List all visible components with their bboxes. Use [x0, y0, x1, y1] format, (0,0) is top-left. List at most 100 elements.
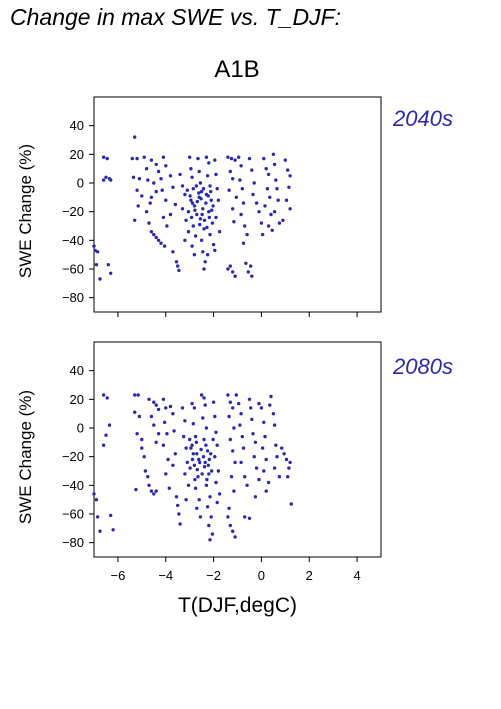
data-point	[286, 475, 290, 479]
data-point	[107, 423, 112, 427]
data-point	[201, 207, 205, 211]
data-point	[226, 515, 230, 519]
data-point	[192, 406, 197, 410]
data-point	[260, 232, 265, 237]
data-point	[198, 217, 203, 221]
data-point	[200, 472, 204, 476]
data-point	[137, 177, 142, 181]
data-point	[282, 452, 286, 456]
data-point	[111, 528, 115, 532]
data-point	[164, 406, 168, 410]
data-point	[154, 235, 158, 240]
data-point	[164, 198, 168, 202]
data-point	[271, 412, 276, 416]
data-point	[215, 187, 219, 191]
data-point	[188, 155, 192, 159]
data-point	[253, 440, 258, 444]
data-point	[190, 443, 194, 447]
data-point	[266, 172, 271, 177]
data-point	[164, 472, 168, 476]
data-point	[288, 460, 292, 465]
data-point	[156, 432, 161, 436]
x-tick-label: −4	[158, 568, 173, 583]
data-point	[94, 263, 99, 267]
data-point	[289, 502, 293, 506]
data-point	[199, 197, 203, 201]
data-point	[174, 260, 179, 264]
data-point	[241, 446, 246, 450]
data-point	[214, 430, 218, 434]
data-point	[215, 500, 219, 505]
data-point	[275, 187, 279, 191]
data-point	[178, 522, 182, 526]
data-point	[214, 215, 218, 220]
data-point	[186, 230, 191, 234]
data-point	[156, 407, 161, 412]
data-point	[177, 268, 181, 273]
data-point	[171, 250, 175, 254]
data-point	[109, 513, 113, 518]
y-tick-label-bottom: 0	[77, 421, 84, 436]
data-point	[105, 156, 109, 161]
data-point	[190, 201, 195, 205]
data-point	[198, 460, 202, 465]
data-point	[159, 241, 163, 245]
data-point	[206, 463, 210, 467]
x-tick-label: 2	[306, 568, 313, 583]
data-point	[186, 483, 191, 487]
data-point	[188, 466, 192, 470]
data-point	[195, 467, 199, 472]
data-point	[243, 475, 247, 479]
data-point	[176, 264, 180, 268]
data-point	[189, 167, 193, 171]
data-point	[202, 267, 206, 271]
data-point	[245, 232, 249, 237]
data-point	[144, 210, 149, 214]
data-point	[166, 457, 170, 462]
data-point	[188, 437, 192, 442]
data-point	[146, 178, 150, 182]
data-point	[247, 397, 252, 401]
data-point	[205, 253, 210, 257]
data-point	[133, 218, 137, 222]
data-point	[254, 201, 259, 205]
data-point	[101, 155, 106, 159]
data-point	[142, 455, 146, 459]
data-point	[178, 172, 182, 177]
data-point	[147, 397, 151, 401]
data-point	[270, 228, 274, 232]
data-point	[207, 523, 211, 528]
data-point	[210, 469, 214, 473]
data-point	[195, 212, 199, 217]
data-point	[152, 400, 156, 404]
data-point	[149, 158, 154, 162]
data-point	[231, 270, 235, 274]
data-point	[247, 516, 252, 520]
data-point	[209, 198, 213, 202]
data-point	[239, 212, 243, 217]
data-point	[250, 168, 254, 172]
data-point	[143, 469, 148, 473]
data-point	[195, 452, 199, 456]
data-point	[226, 155, 230, 159]
data-point	[101, 443, 106, 447]
data-point	[136, 393, 140, 397]
data-point	[197, 169, 201, 174]
data-point	[185, 460, 189, 465]
data-point	[213, 455, 217, 459]
data-point	[171, 463, 175, 467]
figure-title: Change in max SWE vs. T_DJF:	[10, 4, 342, 30]
y-tick-label-top: 40	[70, 118, 84, 133]
data-point	[133, 135, 137, 139]
y-tick-label-bottom: −40	[62, 478, 84, 493]
data-point	[149, 195, 154, 199]
data-point	[206, 194, 210, 198]
data-point	[98, 529, 102, 533]
plot-frame-top	[93, 96, 382, 313]
data-point	[193, 234, 198, 238]
data-point	[171, 185, 175, 189]
data-point	[207, 472, 211, 476]
data-point	[156, 169, 161, 174]
data-point	[135, 188, 139, 192]
